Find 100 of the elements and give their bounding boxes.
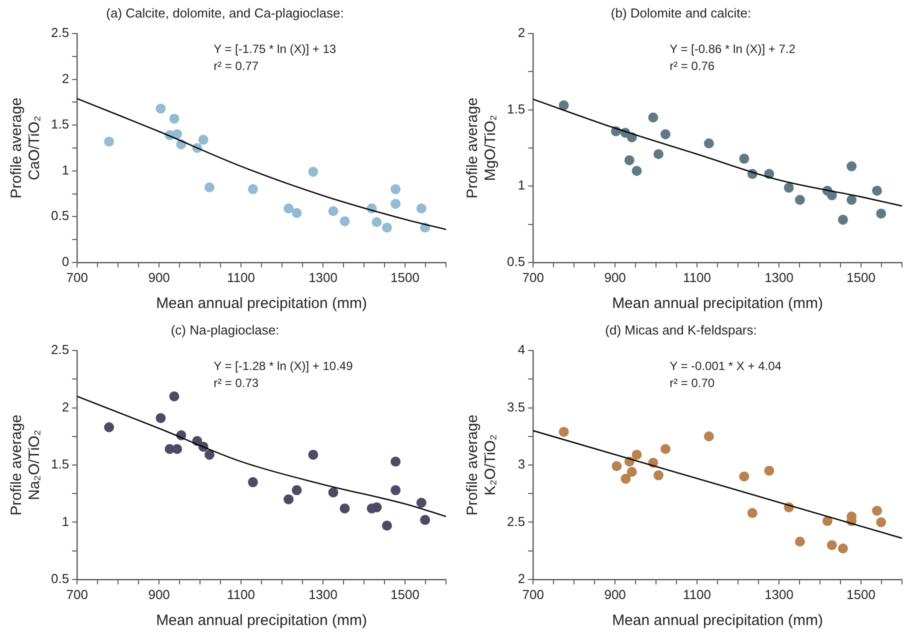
point <box>416 203 426 214</box>
point <box>372 217 382 228</box>
point <box>248 184 258 194</box>
y-tick-label: 2 <box>62 399 70 414</box>
point <box>747 508 758 518</box>
y-tick-label: 1.5 <box>50 116 70 132</box>
point <box>632 166 642 176</box>
point <box>794 194 805 205</box>
point <box>328 206 338 216</box>
point <box>654 149 664 160</box>
annotation: r² = 0.73 <box>214 376 259 390</box>
point <box>328 487 338 498</box>
y-tick-label: 1.5 <box>50 456 70 472</box>
y-tick-label: 4 <box>518 342 526 358</box>
x-tick-label: 1500 <box>390 586 420 602</box>
x-axis-title: Mean annual precipitation (mm) <box>612 612 824 630</box>
x-tick-label: 900 <box>148 586 170 602</box>
x-tick-label: 1500 <box>846 586 876 602</box>
y-tick-label: 1 <box>62 514 70 529</box>
point <box>846 161 857 172</box>
y-axis-title: Profile average K₂O/TiO₂ <box>464 414 500 516</box>
point <box>784 182 794 193</box>
x-tick-label: 1100 <box>227 586 256 602</box>
point <box>648 112 658 122</box>
point <box>390 184 401 194</box>
point <box>284 494 294 504</box>
y-tick-label: 2 <box>62 70 70 86</box>
point <box>739 471 750 482</box>
line-series <box>77 396 446 518</box>
point <box>104 136 114 147</box>
x-tick-label: 700 <box>66 270 88 285</box>
point <box>620 474 631 484</box>
line-series <box>77 98 446 230</box>
x-tick-label: 900 <box>604 270 626 285</box>
point <box>660 129 670 140</box>
point <box>632 450 642 460</box>
point <box>838 214 848 225</box>
x-tick-label: 1100 <box>683 586 712 602</box>
y-tick-label: 1 <box>518 178 526 193</box>
annotation: Y = [-1.28 * ln (X)] + 10.49 <box>214 358 354 373</box>
x-tick-label: 1300 <box>764 586 794 602</box>
point <box>872 186 882 196</box>
x-tick-label: 1100 <box>683 270 712 285</box>
point <box>420 514 430 525</box>
point <box>198 134 208 145</box>
point <box>626 466 637 477</box>
point <box>382 520 392 531</box>
y-tick-label: 2 <box>518 570 526 586</box>
point <box>308 450 318 460</box>
point <box>340 503 350 514</box>
x-tick-label: 1500 <box>390 270 420 285</box>
point <box>169 391 180 402</box>
x-tick-label: 700 <box>522 270 544 285</box>
x-axis-title: Mean annual precipitation (mm) <box>156 295 368 312</box>
annotation: r² = 0.77 <box>214 58 259 73</box>
point <box>390 456 401 467</box>
point <box>169 114 180 124</box>
chart-title: (d) Micas and K-feldspars: <box>605 322 757 338</box>
y-tick-label: 3.5 <box>506 399 526 414</box>
y-axis-title: Profile average MgO/TiO₂ <box>464 98 500 198</box>
y-axis-title: Profile average CaO/TiO₂ <box>8 98 44 198</box>
y-tick-label: 0.5 <box>50 208 70 224</box>
x-axis-title: Mean annual precipitation (mm) <box>156 612 368 630</box>
point <box>284 203 294 214</box>
point <box>204 450 214 460</box>
point <box>292 208 302 218</box>
point <box>826 540 837 550</box>
point <box>739 154 750 164</box>
point <box>764 466 774 476</box>
y-tick-label: 0.5 <box>50 570 70 586</box>
point <box>846 194 857 205</box>
y-tick-label: 1.5 <box>506 101 526 116</box>
y-tick-label: 0 <box>62 254 70 269</box>
x-tick-label: 1500 <box>846 270 876 285</box>
annotation: r² = 0.76 <box>670 58 715 73</box>
point <box>372 502 382 512</box>
chart-title: (c) Na-plagioclase: <box>170 322 280 338</box>
point <box>248 477 258 488</box>
y-tick-label: 2.5 <box>506 514 526 529</box>
y-axis-title: Profile average Na₂O/TiO₂ <box>8 414 44 516</box>
annotation: Y = [-1.75 * ln (X)] + 13 <box>214 42 336 56</box>
x-tick-label: 1300 <box>308 586 338 602</box>
x-tick-label: 700 <box>522 586 544 602</box>
point <box>876 208 886 219</box>
y-tick-label: 2.5 <box>50 25 70 40</box>
annotation: Y = [-0.86 * ln (X)] + 7.2 <box>670 42 796 56</box>
point <box>704 431 714 442</box>
x-tick-label: 900 <box>148 270 170 285</box>
point <box>340 216 350 226</box>
x-tick-label: 1100 <box>227 270 256 285</box>
point <box>172 444 182 454</box>
y-tick-label: 2 <box>518 25 526 40</box>
x-tick-label: 900 <box>604 586 626 602</box>
chart-title: (b) Dolomite and calcite: <box>610 5 752 20</box>
y-tick-label: 0.5 <box>506 254 526 269</box>
point <box>390 198 401 209</box>
point <box>704 138 714 148</box>
y-tick-label: 1 <box>62 162 70 178</box>
x-tick-label: 1300 <box>308 270 338 285</box>
annotation: Y = -0.001 * X + 4.04 <box>670 358 782 373</box>
